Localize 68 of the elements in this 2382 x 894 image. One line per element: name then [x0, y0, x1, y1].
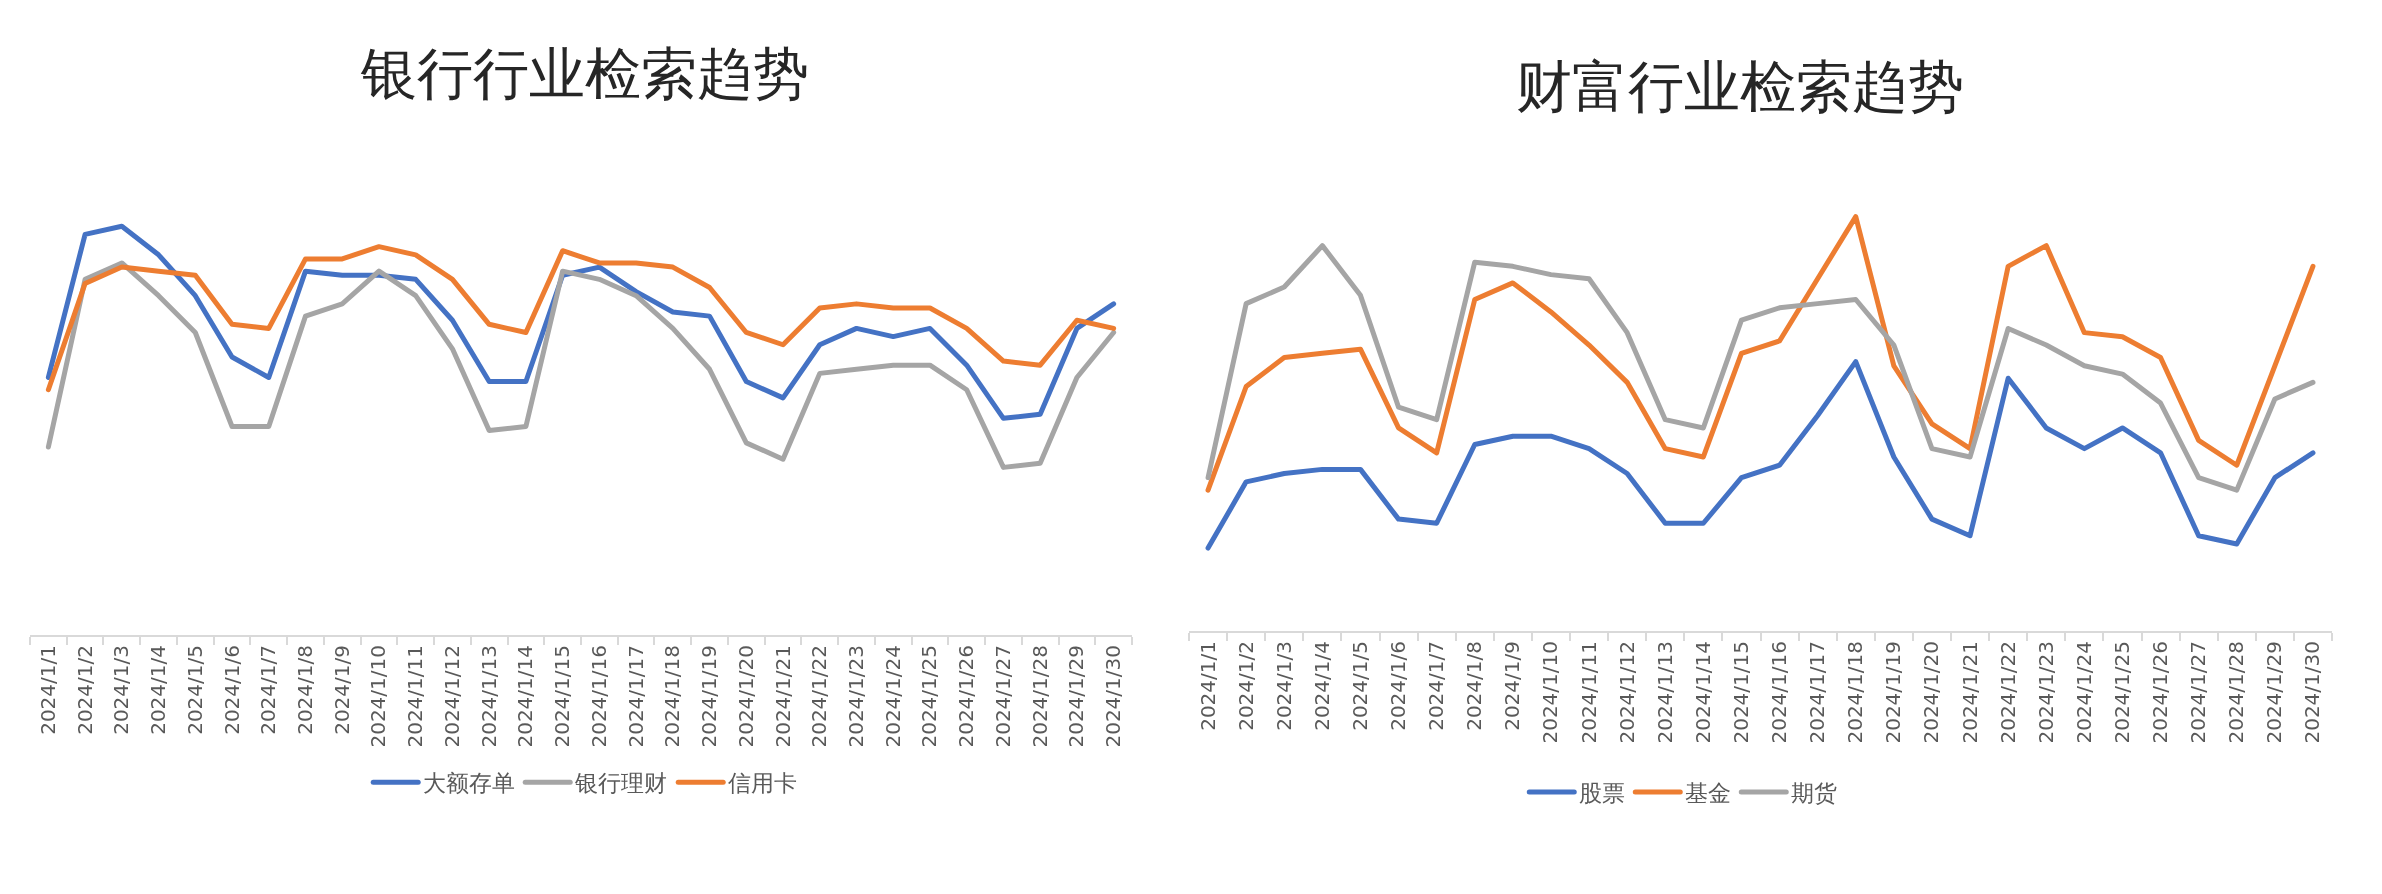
- x-tick-label: 2024/1/25: [2109, 641, 2134, 744]
- chart-title: 财富行业检索趋势: [1515, 54, 1964, 120]
- x-tick-label: 2024/1/8: [293, 645, 317, 735]
- x-tick-label: 2024/1/28: [2224, 641, 2249, 744]
- x-tick-label: 2024/1/21: [1957, 641, 1982, 744]
- legend-label: 银行理财: [574, 770, 668, 797]
- x-tick-label: 2024/1/16: [586, 645, 611, 748]
- x-tick-label: 2024/1/15: [550, 645, 575, 748]
- x-tick-label: 2024/1/23: [2033, 641, 2058, 744]
- x-tick-label: 2024/1/11: [403, 645, 428, 748]
- x-tick-label: 2024/1/10: [366, 645, 391, 748]
- x-tick-label: 2024/1/22: [1995, 641, 2020, 744]
- x-tick-label: 2024/1/20: [733, 645, 758, 748]
- x-tick-label: 2024/1/27: [990, 645, 1015, 748]
- x-tick-label: 2024/1/1: [1195, 641, 1220, 731]
- x-tick-label: 2024/1/29: [1064, 645, 1089, 748]
- x-tick-label: 2024/1/24: [2071, 641, 2096, 744]
- x-tick-label: 2024/1/9: [1500, 641, 1525, 731]
- x-tick-label: 2024/1/10: [1538, 641, 1563, 744]
- x-tick-label: 2024/1/6: [219, 645, 244, 735]
- legend-label: 大额存单: [423, 770, 516, 797]
- x-tick-label: 2024/1/12: [439, 645, 464, 748]
- x-tick-label: 2024/1/9: [329, 645, 354, 735]
- x-tick-label: 2024/1/26: [954, 645, 979, 748]
- x-tick-label: 2024/1/4: [146, 645, 171, 735]
- x-tick-label: 2024/1/26: [2148, 641, 2173, 744]
- x-tick-label: 2024/1/30: [1101, 645, 1126, 748]
- x-tick-label: 2024/1/23: [844, 645, 868, 748]
- x-tick-label: 2024/1/13: [1652, 641, 1677, 744]
- x-tick-label: 2024/1/12: [1614, 641, 1639, 744]
- x-tick-label: 2024/1/30: [2300, 641, 2325, 744]
- x-tick-label: 2024/1/27: [2186, 641, 2211, 744]
- x-tick-label: 2024/1/4: [1309, 641, 1334, 731]
- x-tick-label: 2024/1/17: [1805, 641, 1830, 744]
- x-tick-label: 2024/1/14: [513, 645, 538, 748]
- x-tick-label: 2024/1/7: [1424, 641, 1449, 731]
- x-tick-label: 2024/1/2: [72, 645, 97, 735]
- x-tick-label: 2024/1/28: [1027, 645, 1052, 748]
- x-tick-label: 2024/1/11: [1576, 641, 1601, 744]
- x-tick-label: 2024/1/24: [880, 645, 905, 748]
- legend-label: 期货: [1791, 780, 1838, 806]
- x-tick-label: 2024/1/13: [476, 645, 501, 748]
- x-tick-label: 2024/1/20: [1919, 641, 1944, 744]
- x-tick-label: 2024/1/5: [1347, 641, 1372, 731]
- x-tick-label: 2024/1/14: [1690, 641, 1715, 744]
- x-tick-label: 2024/1/16: [1767, 641, 1792, 744]
- x-tick-label: 2024/1/19: [697, 645, 722, 748]
- x-tick-label: 2024/1/18: [660, 645, 685, 748]
- x-tick-label: 2024/1/17: [623, 645, 648, 748]
- x-tick-label: 2024/1/3: [1271, 641, 1296, 731]
- x-tick-label: 2024/1/29: [2262, 641, 2287, 744]
- x-tick-label: 2024/1/7: [256, 645, 281, 735]
- x-tick-label: 2024/1/1: [35, 645, 60, 735]
- legend-label: 基金: [1685, 780, 1732, 806]
- x-tick-label: 2024/1/19: [1881, 641, 1906, 744]
- chart-title: 银行行业检索趋势: [360, 40, 810, 106]
- x-tick-label: 2024/1/25: [917, 645, 942, 748]
- x-tick-label: 2024/1/3: [109, 645, 134, 735]
- legend-label: 信用卡: [728, 770, 798, 797]
- x-tick-label: 2024/1/5: [182, 645, 207, 735]
- x-tick-label: 2024/1/8: [1462, 641, 1487, 731]
- x-tick-label: 2024/1/2: [1233, 641, 1258, 731]
- x-tick-label: 2024/1/18: [1843, 641, 1868, 744]
- x-tick-label: 2024/1/22: [807, 645, 832, 748]
- x-tick-label: 2024/1/15: [1728, 641, 1753, 744]
- x-tick-label: 2024/1/21: [770, 645, 795, 748]
- legend-label: 股票: [1579, 780, 1626, 806]
- x-tick-label: 2024/1/6: [1386, 641, 1411, 731]
